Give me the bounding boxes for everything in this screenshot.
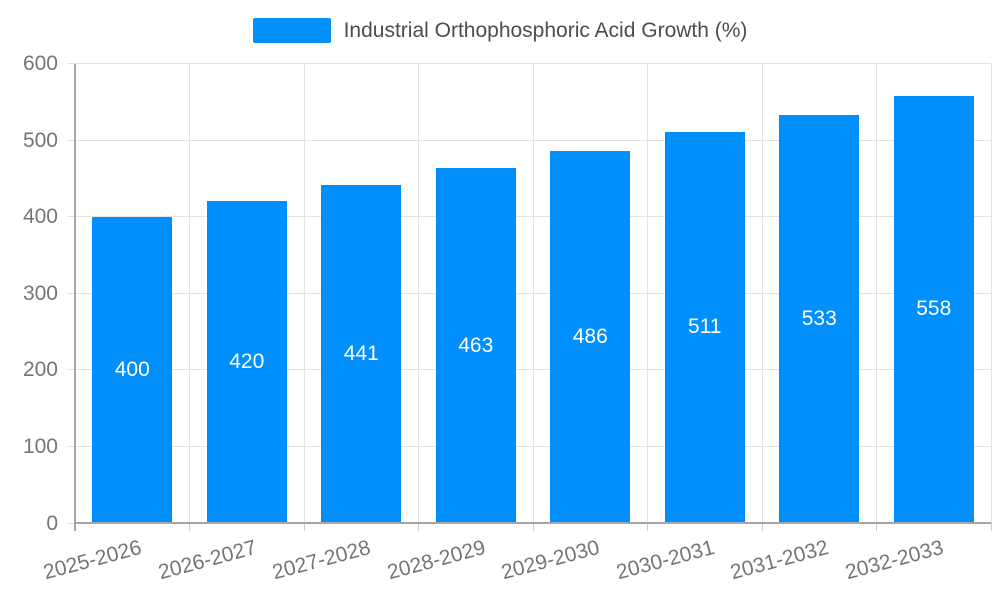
bar-value-label: 441 [343, 342, 379, 366]
y-tick-mark [67, 216, 75, 218]
bar-value-label: 400 [114, 357, 150, 381]
bar[interactable] [92, 216, 173, 522]
x-gridline [647, 63, 648, 523]
bar[interactable] [435, 168, 516, 522]
legend-label: Industrial Orthophosphoric Acid Growth (… [343, 19, 748, 42]
legend-item[interactable]: Industrial Orthophosphoric Acid Growth (… [0, 18, 1000, 43]
y-axis-tick-label: 0 [46, 511, 58, 535]
y-tick-mark [67, 369, 75, 371]
x-tick-mark [418, 523, 419, 531]
bar-value-label: 533 [801, 306, 837, 330]
bar[interactable] [893, 95, 974, 522]
bar[interactable] [321, 185, 402, 522]
x-tick-mark [189, 523, 190, 531]
y-axis-tick-label: 400 [22, 205, 58, 229]
x-tick-mark [647, 523, 648, 531]
y-tick-mark [67, 522, 75, 524]
x-gridline [418, 63, 419, 523]
x-gridline [189, 63, 190, 523]
y-tick-mark [67, 139, 75, 141]
x-gridline [532, 63, 534, 523]
y-tick-mark [67, 63, 75, 64]
x-gridline [876, 63, 877, 523]
bar-value-label: 463 [458, 333, 494, 357]
y-axis-tick-label: 200 [22, 358, 58, 382]
y-axis-tick-label: 600 [22, 52, 58, 75]
bar[interactable] [206, 201, 287, 522]
y-axis-line [74, 63, 76, 531]
x-gridline [990, 63, 992, 523]
y-axis-tick-label: 100 [22, 434, 58, 458]
x-tick-mark [761, 523, 763, 531]
y-tick-mark [67, 445, 75, 447]
y-tick-mark [67, 292, 75, 294]
bar-value-label: 420 [229, 350, 265, 374]
y-axis-tick-label: 500 [22, 128, 58, 152]
x-tick-mark [876, 523, 877, 531]
bar-value-label: 558 [916, 297, 952, 321]
bar[interactable] [779, 114, 860, 522]
legend-swatch [252, 18, 331, 43]
y-axis-tick-label: 300 [22, 281, 58, 305]
x-tick-mark [990, 523, 992, 531]
x-axis-line [75, 522, 991, 524]
bar[interactable] [664, 131, 745, 522]
bar-value-label: 486 [572, 324, 608, 348]
x-gridline [761, 63, 763, 523]
bar[interactable] [550, 150, 631, 522]
bar-value-label: 511 [688, 315, 722, 339]
x-gridline [303, 63, 305, 523]
x-tick-mark [532, 523, 534, 531]
x-tick-mark [303, 523, 305, 531]
